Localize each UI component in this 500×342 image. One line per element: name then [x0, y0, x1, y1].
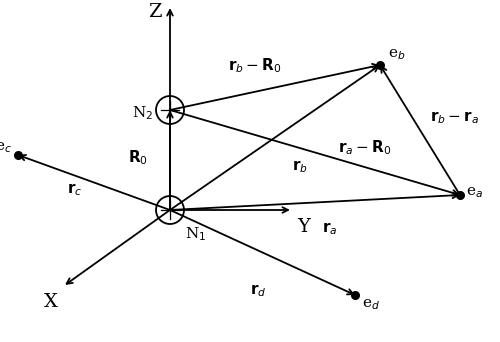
Text: e$_b$: e$_b$	[388, 48, 406, 62]
Text: $\mathbf{r}_b - \mathbf{r}_a$: $\mathbf{r}_b - \mathbf{r}_a$	[430, 110, 479, 126]
Text: e$_d$: e$_d$	[362, 298, 380, 312]
Text: e$_a$: e$_a$	[466, 186, 483, 200]
Text: Y: Y	[297, 218, 310, 236]
Text: $\mathbf{r}_a - \mathbf{R}_0$: $\mathbf{r}_a - \mathbf{R}_0$	[338, 139, 392, 157]
Text: N$_2$: N$_2$	[132, 104, 153, 122]
Text: $\mathbf{r}_b$: $\mathbf{r}_b$	[292, 158, 308, 175]
Text: $\mathbf{r}_d$: $\mathbf{r}_d$	[250, 282, 266, 299]
Text: X: X	[44, 293, 58, 311]
Text: $\mathbf{r}_c$: $\mathbf{r}_c$	[66, 182, 82, 198]
Text: e$_c$: e$_c$	[0, 141, 12, 155]
Text: Z: Z	[148, 3, 162, 21]
Text: N$_1$: N$_1$	[185, 225, 206, 243]
Text: $\mathbf{r}_b - \mathbf{R}_0$: $\mathbf{r}_b - \mathbf{R}_0$	[228, 56, 282, 75]
Text: $\mathbf{R}_0$: $\mathbf{R}_0$	[128, 149, 148, 167]
Text: $\mathbf{r}_a$: $\mathbf{r}_a$	[322, 220, 338, 237]
